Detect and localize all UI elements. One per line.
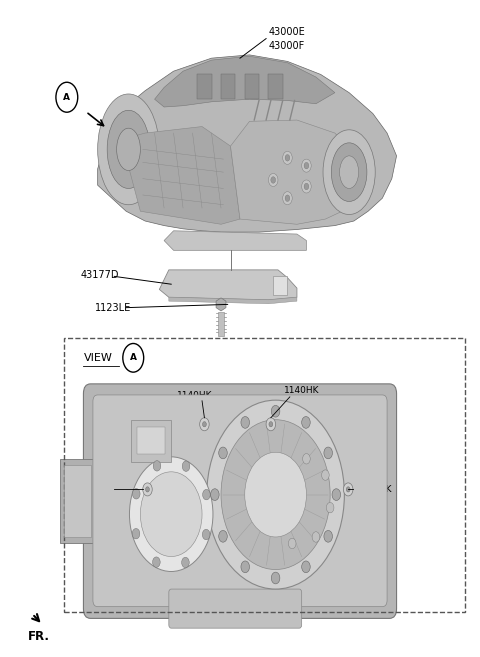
Bar <box>131 420 171 462</box>
Bar <box>64 338 466 612</box>
Bar <box>64 465 91 537</box>
Circle shape <box>285 154 290 161</box>
Text: A: A <box>130 353 137 362</box>
FancyBboxPatch shape <box>93 395 387 606</box>
Circle shape <box>241 417 250 428</box>
Ellipse shape <box>331 143 367 202</box>
Text: FR.: FR. <box>27 630 49 643</box>
FancyBboxPatch shape <box>84 384 396 618</box>
Bar <box>218 311 224 336</box>
Bar <box>60 459 96 543</box>
Polygon shape <box>230 120 363 224</box>
Circle shape <box>266 418 276 431</box>
Circle shape <box>203 489 210 500</box>
Circle shape <box>269 422 273 427</box>
Circle shape <box>283 151 292 164</box>
Circle shape <box>343 483 353 496</box>
Circle shape <box>301 417 310 428</box>
Circle shape <box>140 472 202 556</box>
Circle shape <box>268 173 278 187</box>
Polygon shape <box>121 127 240 224</box>
Circle shape <box>288 538 296 549</box>
Circle shape <box>182 461 190 472</box>
Circle shape <box>301 561 310 573</box>
Polygon shape <box>197 74 212 99</box>
Circle shape <box>181 557 189 568</box>
Text: A: A <box>63 93 71 102</box>
Circle shape <box>304 162 309 169</box>
Polygon shape <box>221 74 235 99</box>
Circle shape <box>200 418 209 431</box>
Circle shape <box>143 483 152 496</box>
Text: 43000F: 43000F <box>268 41 305 51</box>
Text: 1140HK: 1140HK <box>67 485 102 494</box>
Circle shape <box>153 557 160 568</box>
Circle shape <box>241 561 250 573</box>
Circle shape <box>301 159 311 172</box>
Circle shape <box>346 487 350 492</box>
Circle shape <box>271 177 276 183</box>
Polygon shape <box>155 57 335 107</box>
Circle shape <box>332 489 341 501</box>
Bar <box>273 277 288 294</box>
Circle shape <box>219 447 227 459</box>
Text: 43177D: 43177D <box>81 270 120 280</box>
Circle shape <box>219 530 227 542</box>
Text: 1140HK: 1140HK <box>177 390 213 399</box>
Circle shape <box>301 180 311 193</box>
Circle shape <box>283 192 292 205</box>
Circle shape <box>221 420 330 570</box>
Text: VIEW: VIEW <box>84 353 112 363</box>
Circle shape <box>285 195 290 202</box>
Polygon shape <box>268 74 283 99</box>
Text: 1140HK: 1140HK <box>284 386 319 395</box>
Text: 1140HK: 1140HK <box>357 485 392 494</box>
Ellipse shape <box>97 94 159 205</box>
Circle shape <box>302 453 310 464</box>
Circle shape <box>203 530 210 540</box>
Polygon shape <box>97 55 396 232</box>
FancyBboxPatch shape <box>169 589 301 628</box>
Circle shape <box>130 457 213 572</box>
Circle shape <box>207 400 344 589</box>
Circle shape <box>203 422 206 427</box>
Circle shape <box>322 470 329 480</box>
Circle shape <box>324 447 333 459</box>
Circle shape <box>245 452 306 537</box>
Circle shape <box>312 532 320 542</box>
Ellipse shape <box>340 156 359 189</box>
Circle shape <box>132 528 140 539</box>
Text: 1123LE: 1123LE <box>96 303 132 313</box>
Polygon shape <box>159 270 297 300</box>
Circle shape <box>304 183 309 190</box>
Circle shape <box>326 503 334 513</box>
Polygon shape <box>216 298 226 311</box>
Circle shape <box>153 461 161 471</box>
Circle shape <box>324 530 333 542</box>
Ellipse shape <box>117 128 140 171</box>
Circle shape <box>132 489 140 499</box>
Bar <box>137 427 165 454</box>
Polygon shape <box>169 297 297 304</box>
Ellipse shape <box>323 130 375 214</box>
Ellipse shape <box>107 110 150 189</box>
Circle shape <box>145 487 149 492</box>
Polygon shape <box>164 231 306 250</box>
Circle shape <box>271 405 280 417</box>
Circle shape <box>211 489 219 501</box>
Polygon shape <box>245 74 259 99</box>
Text: 43000E: 43000E <box>268 27 305 37</box>
Circle shape <box>271 572 280 584</box>
